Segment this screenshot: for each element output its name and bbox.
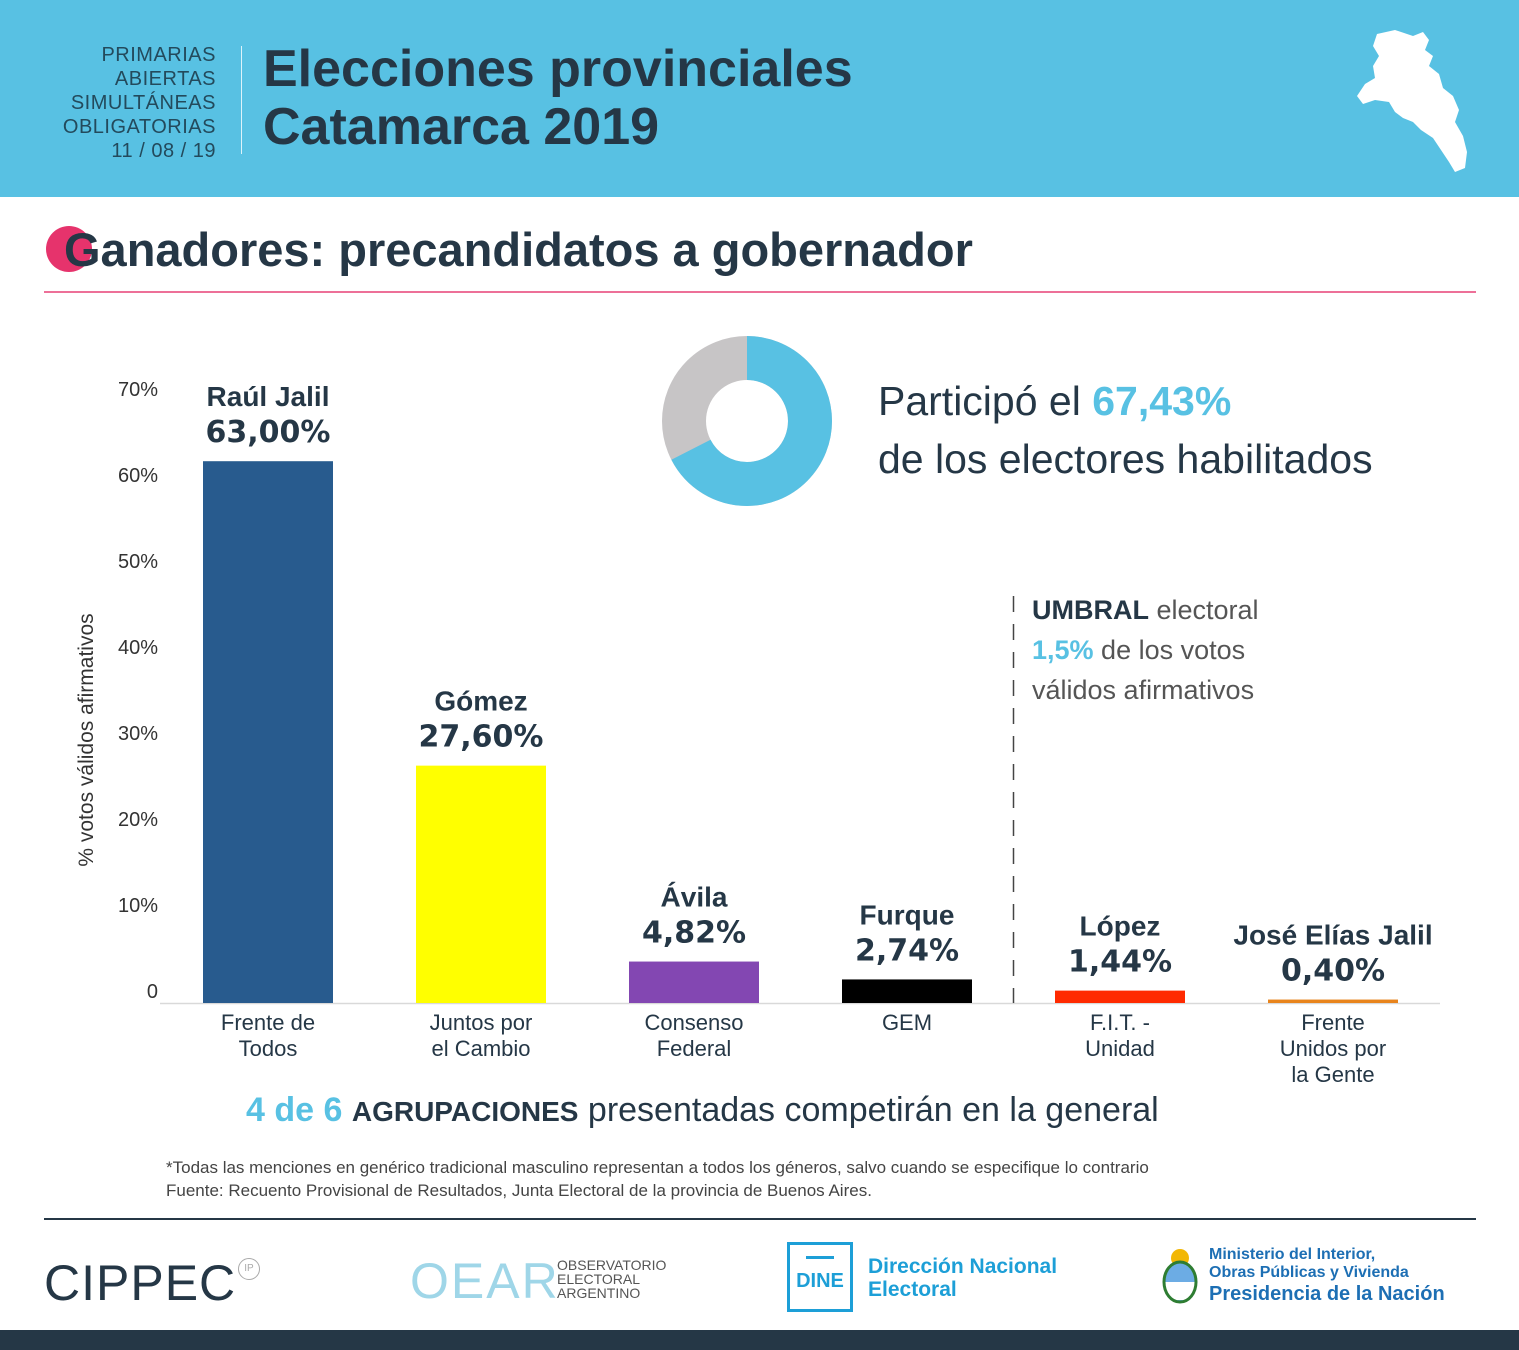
donut-participation-arc — [662, 336, 832, 506]
bar-value-label: 4,82% — [642, 916, 746, 951]
bar-value-label: 1,44% — [1068, 945, 1172, 980]
bar-candidate-label: López — [1080, 911, 1161, 942]
bar-candidate-label: José Elías Jalil — [1233, 920, 1432, 951]
x-category-label: la Gente — [1291, 1062, 1374, 1087]
threshold-value: 1,5% — [1032, 635, 1094, 665]
ministry-name: Ministerio del Interior, Obras Públicas … — [1209, 1246, 1445, 1306]
page-title-line2: Catamarca 2019 — [263, 98, 660, 156]
bar-candidate-label: Gómez — [434, 686, 527, 717]
bar — [1055, 990, 1185, 1003]
oear-line: ARGENTINO — [557, 1285, 641, 1301]
section-bullet — [46, 226, 92, 272]
x-category-label: Unidos por — [1280, 1036, 1386, 1061]
y-tick-label: 60% — [118, 465, 158, 487]
paso-line: PRIMARIAS — [101, 44, 216, 66]
footnote-gender: *Todas las menciones en genérico tradici… — [166, 1158, 1149, 1177]
x-category-label: F.I.T. - — [1090, 1010, 1150, 1035]
y-tick-label: 70% — [118, 379, 158, 401]
x-category-label: Consenso — [644, 1010, 743, 1035]
threshold-note: UMBRAL electoral 1,5% de los votos válid… — [1032, 590, 1259, 710]
footnote-source: Fuente: Recuento Provisional de Resultad… — [166, 1181, 872, 1200]
summary-agrupaciones: AGRUPACIONES — [351, 1096, 579, 1127]
dine-name: Dirección Nacional Electoral — [868, 1255, 1057, 1301]
summary-line: 4 de 6 AGRUPACIONES presentadas competir… — [246, 1088, 1159, 1134]
participation-text: Participó el 67,43% de los electores hab… — [878, 372, 1373, 488]
footer-rule — [44, 1218, 1476, 1220]
x-category-label: GEM — [882, 1010, 932, 1035]
dine-logo-bar — [806, 1256, 834, 1259]
x-category-label: Federal — [657, 1036, 732, 1061]
bottom-bar — [0, 1330, 1519, 1350]
paso-date: 11 / 08 / 19 — [111, 140, 216, 162]
x-category-label: el Cambio — [431, 1036, 530, 1061]
y-tick-label: 50% — [118, 551, 158, 573]
oear-logo: OEAR — [410, 1253, 560, 1309]
paso-line: OBLIGATORIAS — [62, 116, 216, 138]
threshold-strong: UMBRAL — [1032, 595, 1149, 625]
dine-line: Electoral — [868, 1278, 957, 1301]
bar — [1268, 999, 1398, 1003]
bar-value-label: 27,60% — [419, 720, 544, 755]
x-category-label: Unidad — [1085, 1036, 1155, 1061]
footnotes: *Todas las menciones en genérico tradici… — [166, 1156, 1149, 1202]
bar-candidate-label: Furque — [860, 899, 955, 930]
x-category-label: Frente de — [221, 1010, 315, 1035]
presidency-line: Presidencia de la Nación — [1209, 1283, 1445, 1305]
y-axis-title: % votos válidos afirmativos — [75, 613, 98, 866]
x-category-label: Juntos por — [430, 1010, 533, 1035]
dine-logo-text: DINE — [796, 1270, 844, 1292]
participation-prefix: Participó el — [878, 378, 1093, 424]
dine-logo-box — [787, 1242, 853, 1312]
paso-line: ABIERTAS — [114, 68, 216, 90]
catamarca-map-icon — [1357, 30, 1467, 172]
national-shield-icon — [1162, 1249, 1198, 1304]
threshold-line3: válidos afirmativos — [1032, 675, 1255, 705]
ministry-line: Ministerio del Interior, — [1209, 1246, 1376, 1263]
x-category-label: Todos — [239, 1036, 298, 1061]
threshold-rest: electoral — [1148, 595, 1259, 625]
participation-donut — [662, 336, 832, 506]
participation-suffix: de los electores habilitados — [878, 436, 1373, 482]
y-tick-label: 30% — [118, 723, 158, 745]
bar — [842, 979, 972, 1003]
section-rule — [44, 291, 1476, 293]
oear-line: ELECTORAL — [557, 1271, 640, 1287]
page-title-line1: Elecciones provinciales — [263, 40, 853, 98]
bar — [416, 765, 546, 1003]
cippec-logo: CIPPEC — [44, 1255, 237, 1311]
x-category-label: Frente — [1301, 1010, 1365, 1035]
paso-line: SIMULTÁNEAS — [70, 92, 216, 114]
y-tick-label: 10% — [118, 895, 158, 917]
oear-subtitle: OBSERVATORIO ELECTORAL ARGENTINO — [557, 1258, 666, 1300]
threshold-line2: de los votos — [1093, 635, 1246, 665]
bar-candidate-label: Ávila — [661, 882, 728, 913]
header-divider — [241, 46, 242, 154]
summary-count: 4 de 6 — [246, 1091, 343, 1129]
page-title: Elecciones provinciales Catamarca 2019 — [263, 40, 853, 156]
paso-label: PRIMARIAS ABIERTAS SIMULTÁNEAS OBLIGATOR… — [63, 43, 216, 163]
header-band — [0, 0, 1519, 197]
summary-rest: presentadas competirán en la general — [578, 1091, 1159, 1129]
bar — [203, 461, 333, 1003]
y-tick-label: 20% — [118, 809, 158, 831]
section-title: Ganadores: precandidatos a gobernador — [64, 223, 973, 276]
cippec-badge: IP — [238, 1258, 260, 1280]
bar-value-label: 0,40% — [1281, 954, 1385, 989]
oear-line: OBSERVATORIO — [557, 1257, 667, 1273]
participation-value: 67,43% — [1092, 378, 1232, 424]
bar-value-label: 2,74% — [855, 933, 959, 968]
y-tick-label: 40% — [118, 637, 158, 659]
bar-candidate-label: Raúl Jalil — [207, 381, 330, 412]
y-tick-label: 0 — [147, 981, 158, 1003]
ministry-line: Obras Públicas y Vivienda — [1209, 1264, 1409, 1281]
bar — [629, 961, 759, 1003]
bar-value-label: 63,00% — [206, 415, 331, 450]
dine-line: Dirección Nacional — [868, 1255, 1058, 1278]
